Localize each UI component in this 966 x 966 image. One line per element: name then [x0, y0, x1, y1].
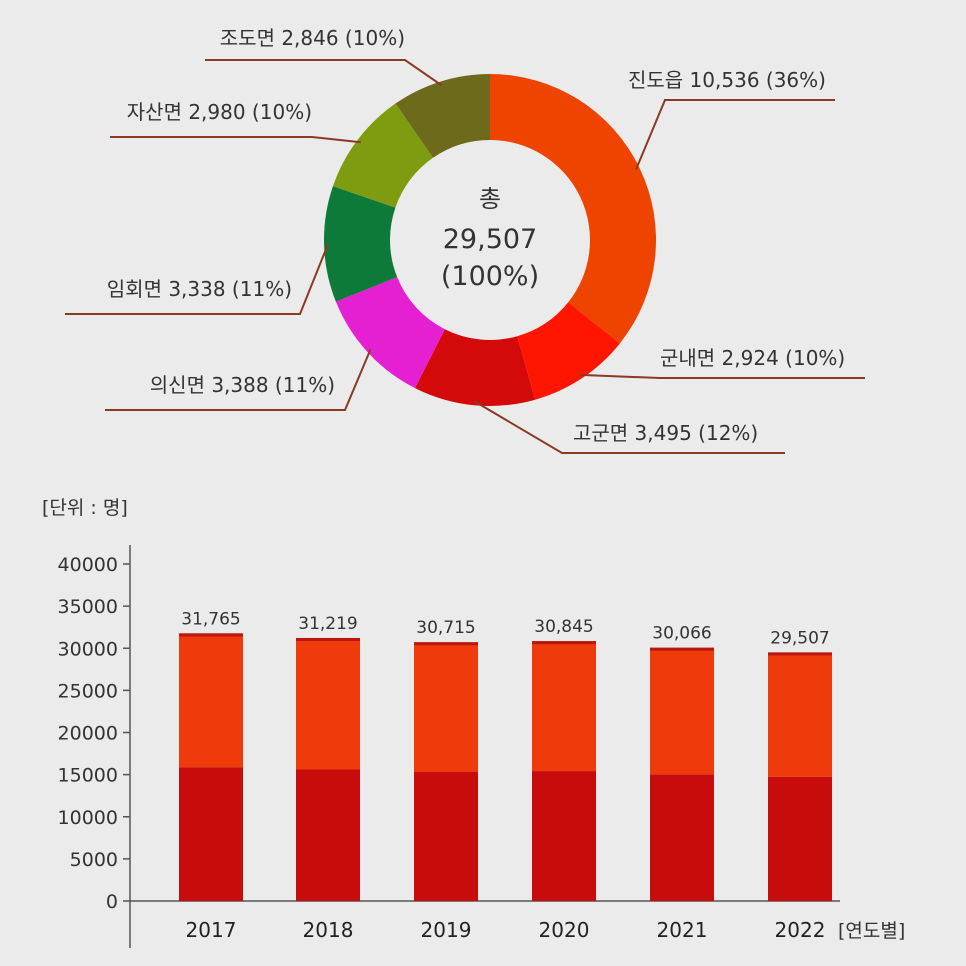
y-tick-label: 5000 [70, 849, 118, 871]
callout-line-6 [110, 136, 361, 144]
bar-value-label: 29,507 [770, 628, 829, 648]
x-tick-label: 2018 [303, 918, 354, 942]
bar-upper-2020 [532, 641, 596, 772]
bar-value-label: 30,845 [534, 617, 593, 637]
donut-center-total: 29,507 [443, 224, 537, 255]
bar-lower-2019 [414, 771, 478, 901]
y-tick-label: 10000 [58, 807, 118, 829]
donut-chart [324, 74, 656, 406]
y-tick-label: 0 [106, 891, 118, 913]
y-tick-label: 40000 [58, 554, 118, 576]
bar-lower-2022 [768, 776, 832, 901]
callout-line-3 [473, 400, 785, 454]
callout-label-1: 진도읍 10,536 (36%) [628, 68, 826, 92]
bar-cap-2017 [179, 633, 243, 637]
bar-upper-2022 [768, 652, 832, 777]
bar-value-label: 30,715 [416, 618, 475, 638]
bar-value-label: 30,066 [652, 624, 711, 644]
callout-line-5 [65, 243, 329, 315]
donut-slice-7 [395, 74, 490, 158]
bar-cap-2021 [650, 647, 714, 651]
callout-line-1 [635, 99, 835, 171]
bar-upper-2021 [650, 647, 714, 775]
bar-series: 31,765 2017 31,219 2018 30,715 2019 30,845 2020… [179, 609, 832, 942]
bar-value-label: 31,765 [181, 609, 240, 629]
donut-slice-4 [335, 277, 445, 389]
donut-slice-2 [517, 302, 620, 400]
callout-label-5: 임회면 3,338 (11%) [107, 277, 292, 301]
bar-lower-2020 [532, 771, 596, 901]
callout-line-4 [105, 349, 372, 411]
donut-slice-1 [490, 74, 656, 344]
bar-upper-2017 [179, 633, 243, 768]
bar-lower-2021 [650, 774, 714, 901]
callout-line-7 [205, 59, 443, 87]
bar-value-label: 31,219 [298, 614, 357, 634]
y-tick-label: 15000 [58, 765, 118, 787]
bar-cap-2022 [768, 652, 832, 656]
bar-cap-2019 [414, 642, 478, 646]
bar-upper-2018 [296, 637, 360, 770]
callout-line-2 [579, 373, 865, 379]
donut-center-percent: (100%) [441, 261, 539, 292]
donut-slice-5 [324, 186, 398, 302]
bar-cap-2020 [532, 641, 596, 645]
callout-label-3: 고군면 3,495 (12%) [573, 421, 758, 445]
donut-callouts: 진도읍 10,536 (36%) 군내면 2,924 (10%) 고군면 3,495… [65, 26, 865, 454]
donut-center-title: 총 [479, 185, 501, 213]
x-tick-label: 2019 [421, 918, 472, 942]
donut-center-label: 총 29,507 (100%) [441, 185, 539, 292]
bar-cap-2018 [296, 637, 360, 641]
callout-label-4: 의신면 3,388 (11%) [150, 373, 335, 397]
bar-axes: 0 5000 10000 15000 20000 25000 30000 35000 40000 [58, 545, 840, 948]
callout-label-6: 자산면 2,980 (10%) [127, 100, 312, 124]
callout-label-7: 조도면 2,846 (10%) [220, 26, 405, 50]
bar-lower-2018 [296, 769, 360, 901]
y-tick-label: 20000 [58, 723, 118, 745]
bar-lower-2017 [179, 767, 243, 901]
x-tick-label: 2022 [775, 918, 826, 942]
x-tick-label: 2021 [657, 918, 708, 942]
bar-upper-2019 [414, 642, 478, 772]
x-axis-label: [연도별] [838, 920, 905, 942]
donut-slice-6 [332, 103, 434, 208]
y-tick-label: 30000 [58, 638, 118, 660]
y-tick-label: 25000 [58, 680, 118, 702]
donut-hole [390, 140, 590, 340]
x-tick-label: 2020 [539, 918, 590, 942]
callout-label-2: 군내면 2,924 (10%) [660, 346, 845, 370]
x-tick-label: 2017 [186, 918, 237, 942]
y-tick-label: 35000 [58, 596, 118, 618]
donut-slice-3 [415, 329, 536, 406]
unit-label: [단위 : 명] [42, 497, 128, 519]
